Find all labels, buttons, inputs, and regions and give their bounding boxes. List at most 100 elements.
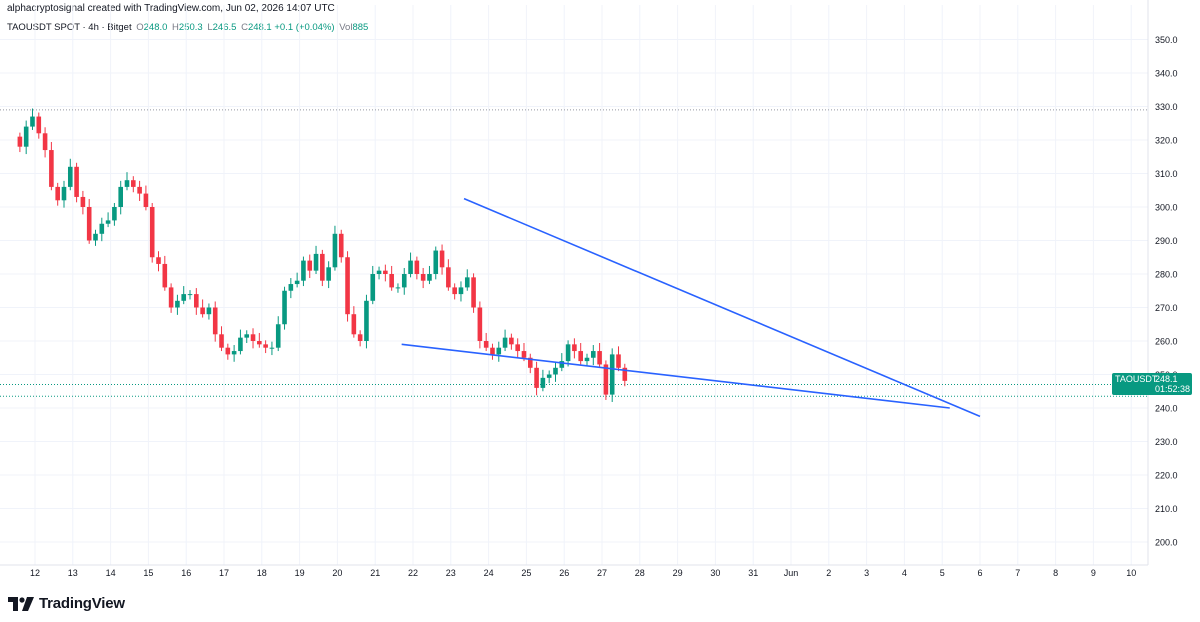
candle-down	[490, 347, 495, 355]
candle-down	[225, 347, 231, 355]
x-tick-label: 16	[181, 568, 191, 578]
candle-down	[509, 337, 514, 345]
x-tick-label: 20	[332, 568, 342, 578]
x-tick-label: 28	[635, 568, 645, 578]
candle-up	[30, 116, 35, 127]
x-tick-label: 5	[940, 568, 945, 578]
x-tick-label: 27	[597, 568, 607, 578]
price-axis: 350.0 340.0 330.0 320.0 310.0 300.0 290.0 280.0…	[1147, 0, 1178, 565]
candle-down	[622, 367, 628, 381]
candle-down	[572, 344, 577, 352]
candle-down	[357, 334, 363, 341]
x-tick-label: 8	[1053, 568, 1058, 578]
legend-high-value: 250.3	[178, 22, 203, 33]
candle-up	[376, 270, 382, 274]
price-tag-countdown: 01:52:38	[1155, 384, 1190, 394]
candle-down	[471, 277, 476, 308]
candle-up	[118, 186, 124, 207]
y-tick-label: 330.0	[1155, 102, 1178, 112]
candle-up	[301, 260, 306, 281]
legend-volume-value: 885	[352, 22, 369, 33]
last-price-tag[interactable]: TAOUSDT 248.1 01:52:38	[1112, 373, 1192, 395]
candle-down	[414, 260, 420, 274]
candle-down	[597, 351, 602, 365]
candle-down	[389, 274, 394, 288]
candle-up	[546, 374, 552, 378]
candle-down	[446, 267, 451, 288]
candle-up	[93, 233, 98, 241]
legend-high-label: H	[172, 22, 179, 33]
candle-down	[131, 180, 136, 187]
x-tick-label: 2	[826, 568, 831, 578]
candle-up	[181, 294, 187, 301]
candle-up	[187, 294, 193, 296]
candle-up	[275, 324, 281, 348]
x-tick-label: 19	[295, 568, 305, 578]
candle-up	[238, 337, 243, 352]
candle-down	[49, 150, 54, 187]
candle-down	[55, 186, 60, 201]
time-axis: 12 13 14 15 16 17 18 19 20 21 22 23 24 25 26 27 28 29 30 31…	[0, 564, 1148, 578]
candle-down	[420, 274, 426, 281]
candle-down	[534, 367, 539, 388]
y-tick-label: 200.0	[1155, 538, 1178, 548]
y-tick-label: 290.0	[1155, 236, 1178, 246]
x-tick-label: 3	[864, 568, 869, 578]
y-tick-label: 340.0	[1155, 69, 1178, 79]
candle-up	[433, 250, 439, 274]
candle-down	[17, 136, 23, 147]
candles	[17, 108, 628, 402]
candle-down	[42, 133, 48, 151]
candle-down	[250, 334, 256, 341]
candle-down	[149, 207, 155, 258]
trendlines	[401, 197, 981, 418]
legend-symbol[interactable]: TAOUSDT SPOT · 4h · Bitget	[7, 22, 132, 33]
candle-up	[23, 126, 29, 147]
candle-down	[219, 334, 224, 348]
candle-up	[244, 334, 250, 338]
candle-down	[338, 233, 344, 258]
y-tick-label: 320.0	[1155, 136, 1178, 146]
candle-up	[61, 186, 67, 201]
candle-up	[67, 166, 73, 187]
trendline-upper[interactable]	[463, 197, 981, 418]
candle-down	[200, 307, 205, 315]
candle-down	[383, 270, 388, 274]
trendline-lower[interactable]	[401, 343, 950, 409]
candle-up	[288, 284, 294, 291]
chart-grid	[0, 5, 1148, 565]
candle-down	[515, 344, 520, 352]
candle-up	[112, 207, 117, 221]
x-tick-label: 10	[1126, 568, 1136, 578]
candle-up	[609, 354, 615, 395]
candle-down	[263, 344, 268, 348]
candle-up	[565, 344, 571, 362]
legend-close-label: C	[241, 22, 248, 33]
candle-up	[502, 337, 508, 348]
x-tick-label: 9	[1091, 568, 1096, 578]
candle-down	[143, 193, 149, 207]
x-tick-label: 25	[521, 568, 531, 578]
candle-down	[351, 314, 357, 335]
x-tick-label: 29	[673, 568, 683, 578]
candle-down	[616, 354, 621, 368]
x-tick-label: 13	[68, 568, 78, 578]
candle-down	[603, 364, 609, 395]
candle-up	[590, 351, 596, 358]
x-tick-label: 31	[748, 568, 758, 578]
x-tick-label: 26	[559, 568, 569, 578]
y-tick-label: 310.0	[1155, 169, 1178, 179]
candle-down	[483, 341, 489, 348]
tradingview-logo[interactable]: TradingView	[8, 595, 125, 612]
candle-down	[80, 196, 86, 207]
legend-open-value: 248.0	[143, 22, 168, 33]
legend-change: +0.1 (+0.04%)	[274, 22, 335, 33]
x-tick-label: 24	[484, 568, 494, 578]
candle-down	[578, 351, 583, 362]
legend-close-value: 248.1	[247, 22, 272, 33]
candle-up	[269, 347, 275, 349]
dotted-levels	[0, 109, 1148, 397]
candle-down	[194, 294, 199, 308]
y-tick-label: 260.0	[1155, 337, 1178, 347]
